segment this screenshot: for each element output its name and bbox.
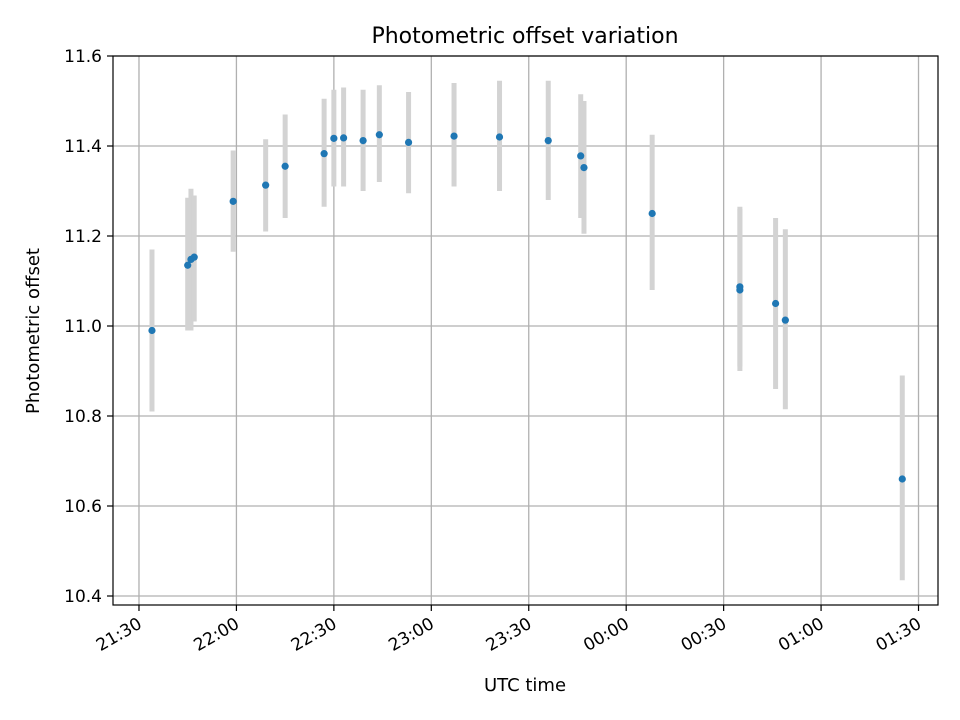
data-point — [340, 134, 348, 142]
y-axis-label: Photometric offset — [23, 248, 44, 414]
data-point — [229, 197, 237, 205]
data-point — [648, 209, 656, 218]
data-point — [577, 152, 585, 160]
data-point — [781, 316, 789, 324]
data-point — [184, 261, 192, 269]
x-tick-label: 22:30 — [288, 614, 340, 656]
data-point — [404, 138, 413, 146]
data-point — [736, 283, 744, 291]
x-tick-label: 22:00 — [190, 614, 242, 656]
data-point — [450, 132, 458, 140]
y-tick-label: 11.6 — [64, 47, 102, 67]
data-point — [771, 299, 780, 308]
data-point — [580, 164, 588, 172]
y-tick-label: 11.4 — [64, 137, 102, 157]
data-point — [320, 150, 328, 158]
x-tick-label: 01:30 — [873, 614, 925, 656]
data-point — [495, 133, 504, 141]
y-tick-label: 11.2 — [64, 227, 102, 247]
x-tick-label: 23:00 — [385, 614, 437, 656]
data-point — [262, 181, 270, 189]
y-tick-label: 10.6 — [64, 497, 102, 517]
data-point — [544, 137, 552, 145]
x-tick-label: 00:30 — [678, 614, 730, 656]
y-tick-label: 11.0 — [64, 317, 102, 337]
data-point — [190, 253, 198, 261]
x-tick-label: 01:00 — [775, 614, 827, 656]
x-tick-label: 21:30 — [93, 614, 145, 656]
data-point — [281, 162, 289, 170]
x-tick-label: 00:00 — [580, 614, 632, 656]
data-point — [148, 326, 156, 335]
data-point — [359, 137, 367, 145]
x-tick-label: 23:30 — [483, 614, 535, 656]
data-point — [898, 475, 906, 483]
y-tick-label: 10.8 — [64, 407, 102, 427]
error-bars — [149, 80, 905, 581]
data-point — [330, 134, 338, 142]
data-point — [375, 131, 383, 139]
data-points — [148, 131, 906, 483]
x-axis-ticks: 21:30 22:00 22:30 23:00 23:30 00:00 00:30 01:00… — [93, 605, 925, 656]
x-axis-label: UTC time — [484, 675, 566, 696]
y-axis-ticks: 10.4 10.6 10.8 11.0 11.2 11.4 11.6 — [64, 47, 113, 607]
chart-title: Photometric offset variation — [371, 24, 678, 49]
plot-frame — [112, 55, 939, 606]
y-tick-label: 10.4 — [64, 587, 102, 607]
grid-lines — [113, 55, 938, 605]
